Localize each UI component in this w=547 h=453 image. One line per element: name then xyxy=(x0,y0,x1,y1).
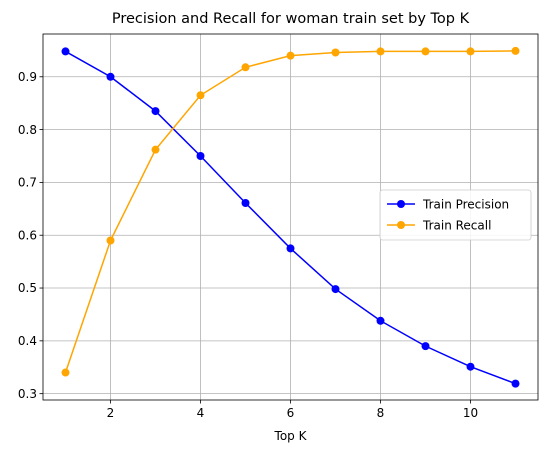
y-tick-label: 0.8 xyxy=(18,123,37,137)
x-tick-label: 10 xyxy=(463,406,478,420)
train-precision-point xyxy=(241,199,250,208)
legend-train-recall-label: Train Recall xyxy=(422,218,491,232)
train-precision-point xyxy=(106,72,115,81)
x-tick-label: 2 xyxy=(107,406,115,420)
train-recall-point xyxy=(331,48,340,57)
x-tick-label: 4 xyxy=(197,406,205,420)
train-precision-point xyxy=(421,342,430,351)
series-group xyxy=(61,46,520,388)
train-precision-point xyxy=(61,47,70,56)
legend: Train Precision Train Recall xyxy=(379,189,532,241)
axis-ticks: 2 4 6 8 10 0.3 0.4 0.5 0.6 0.7 0.8 0.9 xyxy=(18,70,478,420)
legend-train-precision-label: Train Precision xyxy=(422,197,509,211)
y-tick-label: 0.9 xyxy=(18,70,37,84)
train-precision-point xyxy=(466,362,475,371)
train-recall-point xyxy=(106,236,115,245)
train-precision-point xyxy=(196,152,205,160)
y-tick-label: 0.5 xyxy=(18,281,37,295)
y-tick-label: 0.7 xyxy=(18,176,37,190)
train-recall-point xyxy=(466,47,475,56)
train-recall-point xyxy=(511,46,520,55)
train-precision-point xyxy=(376,316,385,325)
train-precision-point xyxy=(511,379,520,388)
legend-box xyxy=(379,189,532,241)
x-axis-label: Top K xyxy=(274,429,308,443)
train-precision-point xyxy=(286,244,295,253)
y-tick-label: 0.4 xyxy=(18,334,37,348)
train-recall-point xyxy=(151,145,160,154)
train-recall-point xyxy=(196,91,205,100)
train-recall-point xyxy=(376,47,385,56)
x-tick-label: 6 xyxy=(287,406,295,420)
train-precision-point xyxy=(151,107,160,116)
legend-train-recall-marker xyxy=(397,221,405,229)
legend-train-precision-marker xyxy=(397,200,405,208)
y-tick-label: 0.6 xyxy=(18,228,37,242)
train-precision-point xyxy=(331,285,340,294)
y-tick-label: 0.3 xyxy=(18,387,37,401)
chart-title: Precision and Recall for woman train set… xyxy=(112,11,470,27)
train-recall-point xyxy=(61,368,70,377)
grid-lines xyxy=(43,34,538,400)
train-recall-point xyxy=(286,51,295,60)
train-recall-point xyxy=(421,47,430,56)
x-tick-label: 8 xyxy=(377,406,385,420)
train-recall-point xyxy=(241,63,250,72)
